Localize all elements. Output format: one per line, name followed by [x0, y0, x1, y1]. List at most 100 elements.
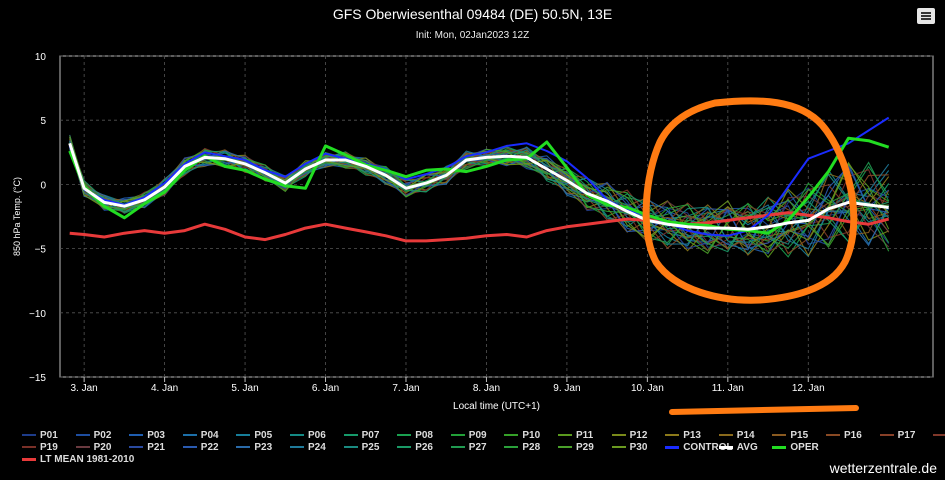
legend-item-p27[interactable]: P27: [450, 440, 487, 454]
legend-swatch: [129, 434, 144, 436]
legend-item-p24[interactable]: P24: [290, 440, 326, 454]
legend-swatch: [397, 434, 412, 436]
legend-label: P05: [254, 429, 273, 441]
legend-swatch: [236, 446, 251, 448]
legend-label: P11: [576, 429, 594, 441]
legend-swatch: [397, 446, 412, 448]
legend-swatch: [236, 434, 251, 436]
legend-item-p09[interactable]: P09: [450, 428, 487, 442]
legend-item-p17[interactable]: P17: [879, 428, 915, 442]
ensemble-line-p18: [69, 140, 889, 251]
legend-item-p11[interactable]: P11: [558, 428, 593, 442]
legend-swatch: [343, 434, 358, 436]
y-tick-label: 5: [40, 116, 46, 127]
legend-item-p16[interactable]: P16: [826, 428, 862, 442]
legend-swatch: [611, 434, 626, 436]
chart-title: GFS Oberwiesenthal 09484 (DE) 50.5N, 13E: [332, 6, 613, 22]
legend-item-p18[interactable]: P18: [933, 428, 945, 442]
legend-item-oper[interactable]: OPER: [772, 440, 819, 454]
legend-swatch: [129, 446, 144, 448]
x-tick-label: 9. Jan: [553, 383, 580, 394]
legend-item-p01[interactable]: P01: [22, 428, 58, 442]
legend-label: P25: [361, 441, 380, 453]
legend-item-p08[interactable]: P08: [397, 428, 433, 442]
legend-item-p21[interactable]: P21: [129, 440, 165, 454]
legend-item-p03[interactable]: P03: [129, 428, 165, 442]
legend-item-p28[interactable]: P28: [504, 440, 540, 454]
x-tick-label: 4. Jan: [151, 383, 178, 394]
legend-swatch: [665, 445, 680, 449]
legend-item-p20[interactable]: P20: [75, 440, 111, 454]
legend-item-p30[interactable]: P30: [611, 440, 648, 454]
legend-swatch: [558, 434, 572, 436]
legend-label: P14: [736, 429, 755, 441]
legend-item-p25[interactable]: P25: [343, 440, 380, 454]
x-axis-label: Local time (UTC+1): [453, 401, 540, 412]
legend-item-p29[interactable]: P29: [558, 440, 594, 454]
legend-swatch: [826, 434, 840, 436]
y-tick-label: 0: [40, 180, 46, 191]
legend-label: P30: [629, 441, 648, 453]
legend-swatch: [290, 446, 304, 448]
x-tick-label: 6. Jan: [312, 383, 339, 394]
legend-item-p05[interactable]: P05: [236, 428, 272, 442]
legend-item-p15[interactable]: P15: [772, 428, 808, 442]
legend-item-p07[interactable]: P07: [343, 428, 379, 442]
y-tick-label: −5: [35, 245, 47, 256]
series-line-lt-mean-1981-2010: [69, 211, 890, 243]
legend-swatch: [933, 434, 945, 436]
y-tick-label: −15: [29, 373, 46, 384]
legend-item-p19[interactable]: P19: [22, 440, 58, 454]
chart-subtitle: Init: Mon, 02Jan2023 12Z: [415, 30, 530, 41]
legend-label: P06: [308, 429, 326, 441]
legend-swatch: [772, 434, 787, 436]
legend-label: P27: [468, 441, 487, 453]
legend-swatch: [772, 445, 787, 449]
legend-swatch: [22, 446, 36, 448]
legend-item-p22[interactable]: P22: [182, 440, 219, 454]
x-tick-label: 8. Jan: [473, 383, 500, 394]
legend-label: AVG: [736, 441, 758, 453]
legend-swatch: [879, 434, 894, 436]
legend-label: P16: [844, 429, 862, 441]
legend-item-p14[interactable]: P14: [718, 428, 755, 442]
legend-item-control[interactable]: CONTROL: [665, 440, 733, 454]
legend-label: P08: [415, 429, 433, 441]
legend-label: P10: [522, 429, 541, 441]
x-tick-label: 7. Jan: [392, 383, 419, 394]
chart-grid: [59, 55, 934, 378]
legend-item-p02[interactable]: P02: [75, 428, 112, 442]
hamburger-menu-icon[interactable]: [917, 8, 935, 24]
legend-item-p10[interactable]: P10: [504, 428, 540, 442]
x-tick-label: 10. Jan: [631, 383, 664, 394]
legend-item-lt-mean-1981-2010[interactable]: LT MEAN 1981-2010: [22, 452, 134, 466]
legend-item-avg[interactable]: AVG: [718, 440, 758, 454]
legend-swatch: [611, 446, 626, 448]
y-tick-label: 10: [35, 52, 47, 63]
x-tick-label: 3. Jan: [71, 383, 98, 394]
plot-frame: [59, 55, 934, 378]
legend-item-p04[interactable]: P04: [182, 428, 219, 442]
legend-item-p13[interactable]: P13: [665, 428, 701, 442]
x-tick-label: 12. Jan: [792, 383, 825, 394]
legend-swatch: [718, 445, 733, 449]
legend-item-p23[interactable]: P23: [236, 440, 272, 454]
legend-label: P01: [40, 429, 58, 441]
legend-item-p12[interactable]: P12: [611, 428, 647, 442]
legend-label: P02: [93, 429, 112, 441]
legend-item-p06[interactable]: P06: [290, 428, 326, 442]
legend-swatch: [504, 446, 519, 448]
annotation-ellipse: [642, 97, 858, 304]
legend-label: P19: [40, 441, 58, 453]
legend-item-p26[interactable]: P26: [397, 440, 433, 454]
series-line-control: [68, 116, 890, 237]
y-tick-label: −10: [29, 309, 46, 320]
legend-swatch: [22, 434, 36, 436]
legend-swatch: [665, 434, 680, 436]
chart-axes: 10 5 0 −5 −10 −15 3. Jan 4. Jan 5. Jan 6. Jan 7. J…: [12, 52, 825, 412]
legend-label: P24: [308, 441, 326, 453]
x-tick-label: 5. Jan: [231, 383, 258, 394]
annotation-underline: [669, 405, 859, 415]
legend-swatch: [504, 434, 519, 436]
